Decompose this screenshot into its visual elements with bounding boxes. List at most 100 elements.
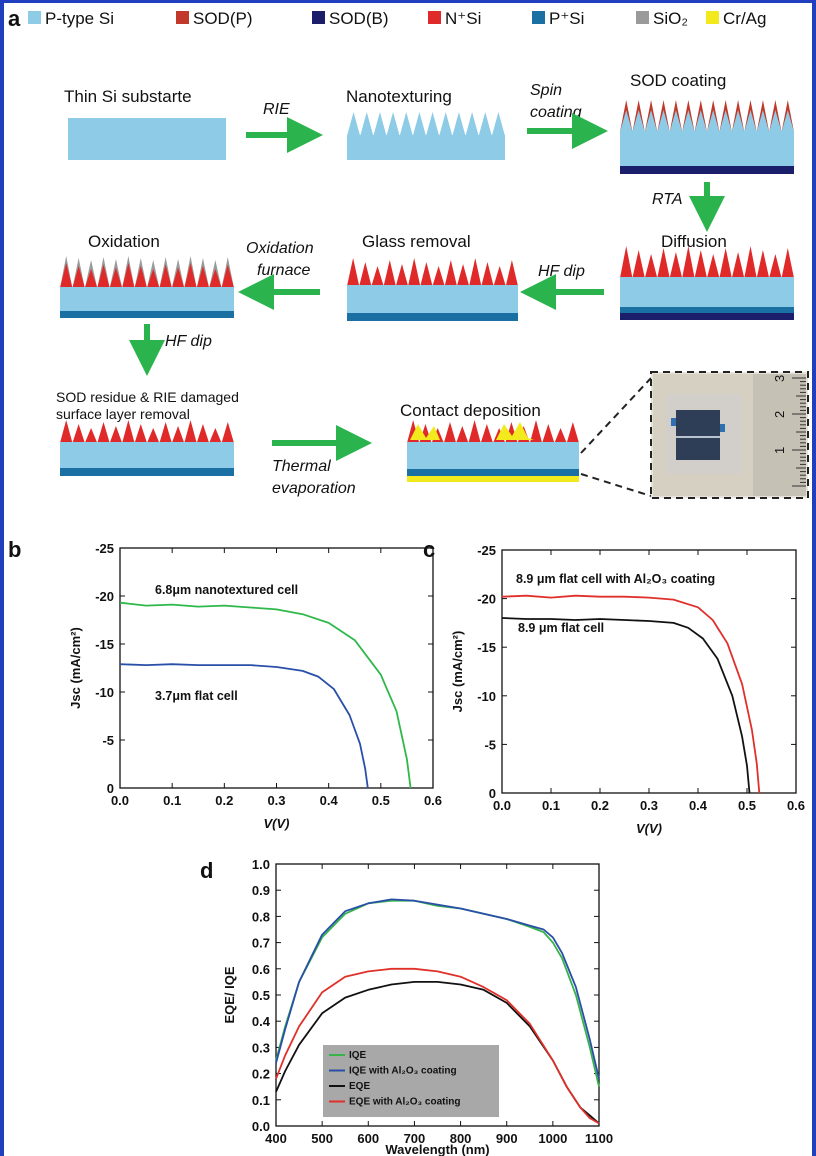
arrow-rie-label: RIE xyxy=(263,101,290,118)
x-tick-label: 0.3 xyxy=(267,793,285,808)
step-sod-residue-label-2: surface layer removal xyxy=(56,406,190,422)
y-tick-label: -25 xyxy=(477,543,496,558)
legend-a-label: Cr/Ag xyxy=(723,9,766,28)
step-sod-coating-label: SOD coating xyxy=(630,71,726,90)
step-sod-residue-label-1: SOD residue & RIE damaged xyxy=(56,389,239,405)
x-axis-label: V(V) xyxy=(636,821,662,836)
series-annotation: 3.7μm flat cell xyxy=(155,689,238,703)
y-tick-label: 0.8 xyxy=(252,909,270,924)
legend-a-swatch xyxy=(636,11,649,24)
y-tick-label: 0.1 xyxy=(252,1093,270,1108)
sod-coated-wafer xyxy=(620,100,794,174)
arrow-oxidation-label-1: Oxidation xyxy=(246,240,314,257)
x-tick-label: 500 xyxy=(311,1131,333,1146)
y-tick-label: 0.0 xyxy=(252,1119,270,1134)
x-tick-label: 0.0 xyxy=(111,793,129,808)
legend-d-box xyxy=(323,1045,499,1117)
legend-a-label: N⁺Si xyxy=(445,9,481,28)
y-tick-label: -25 xyxy=(95,541,114,556)
arrow-thermal-label-1: Thermal xyxy=(272,458,331,475)
series-annotation: 8.9 μm flat cell xyxy=(518,621,604,635)
arrow-thermal-label-2: evaporation xyxy=(272,480,356,497)
step-contact-deposition-label: Contact deposition xyxy=(400,401,541,420)
x-tick-label: 0.1 xyxy=(542,798,560,813)
arrow-spin-label-2: coating xyxy=(530,104,582,121)
y-tick-label: -20 xyxy=(95,589,114,604)
x-axis-label: Wavelength (nm) xyxy=(385,1142,489,1156)
legend-a-swatch xyxy=(532,11,545,24)
x-tick-label: 0.3 xyxy=(640,798,658,813)
y-tick-label: 0.2 xyxy=(252,1067,270,1082)
series-line xyxy=(275,898,600,1080)
legend-a-label: P⁺Si xyxy=(549,9,584,28)
y-tick-label: -5 xyxy=(484,737,496,752)
x-tick-label: 0.1 xyxy=(163,793,181,808)
legend-d-label: EQE with Al₂O₃ coating xyxy=(349,1097,460,1108)
panel-label-b: b xyxy=(8,537,21,562)
x-tick-label: 0.6 xyxy=(424,793,442,808)
nanotextured-wafer xyxy=(347,112,505,160)
legend-d-label: IQE with Al₂O₃ coating xyxy=(349,1066,457,1077)
series-line xyxy=(501,594,761,794)
arrow-hf-dip-down-label: HF dip xyxy=(165,333,212,350)
device-photo: 1 2 3 xyxy=(650,371,809,499)
x-tick-label: 600 xyxy=(357,1131,379,1146)
residue-removed-wafer xyxy=(60,420,234,476)
panel-label-c: c xyxy=(423,537,435,562)
y-tick-label: -15 xyxy=(95,637,114,652)
y-tick-label: 0.6 xyxy=(252,962,270,977)
y-tick-label: -5 xyxy=(102,733,114,748)
ruler-number: 2 xyxy=(772,411,787,418)
legend-a-swatch xyxy=(706,11,719,24)
contact-deposited-wafer xyxy=(407,420,579,482)
legend-a-swatch xyxy=(428,11,441,24)
legend-a-label: P-type Si xyxy=(45,9,114,28)
y-tick-label: 0.7 xyxy=(252,936,270,951)
arrow-oxidation-label-2: furnace xyxy=(257,262,310,279)
glass-removed-wafer xyxy=(347,258,518,321)
thin-si-wafer xyxy=(68,118,226,160)
x-tick-label: 1100 xyxy=(585,1131,613,1146)
legend-a-label: SOD(B) xyxy=(329,9,389,28)
x-axis-label: V(V) xyxy=(264,816,290,831)
ruler-number: 3 xyxy=(772,375,787,382)
y-tick-label: -15 xyxy=(477,640,496,655)
y-tick-label: 0.5 xyxy=(252,988,270,1003)
step-diffusion-label: Diffusion xyxy=(661,232,727,251)
ruler xyxy=(753,374,806,496)
y-tick-label: 0.9 xyxy=(252,883,270,898)
y-axis-label: Jsc (mA/cm²) xyxy=(450,631,465,713)
series-line xyxy=(119,601,412,789)
legend-a: P-type Si SOD(P) SOD(B) N⁺Si P⁺Si SiO₂ Cr/Ag xyxy=(28,9,766,28)
zoom-line-top xyxy=(580,377,652,454)
diffused-wafer xyxy=(620,246,794,320)
chart-d: 400 500 600 700 800 900 1000 1100 0.0 0.1 0.2 0.3 0.… xyxy=(222,857,613,1156)
x-tick-label: 0.0 xyxy=(493,798,511,813)
y-tick-label: 0.3 xyxy=(252,1040,270,1055)
step-glass-removal-label: Glass removal xyxy=(362,232,471,251)
step-nanotexturing-label: Nanotexturing xyxy=(346,87,452,106)
y-tick-label: -20 xyxy=(477,592,496,607)
x-tick-label: 0.5 xyxy=(372,793,390,808)
x-tick-label: 0.4 xyxy=(689,798,708,813)
y-tick-label: -10 xyxy=(95,685,114,700)
arrow-rta-label: RTA xyxy=(652,191,683,208)
chart-b: 0.0 0.1 0.2 0.3 0.4 0.5 0.6 0 -5 -10 -15 -20 -25 V(V)… xyxy=(68,541,442,831)
legend-a-swatch xyxy=(312,11,325,24)
legend-a-swatch xyxy=(28,11,41,24)
y-tick-label: 0.4 xyxy=(252,1014,271,1029)
x-tick-label: 1000 xyxy=(538,1131,567,1146)
x-tick-label: 0.2 xyxy=(215,793,233,808)
y-axis-label: Jsc (mA/cm²) xyxy=(68,627,83,709)
y-tick-label: -10 xyxy=(477,689,496,704)
y-tick-label: 1.0 xyxy=(252,857,270,872)
legend-a-swatch xyxy=(176,11,189,24)
y-tick-label: 0 xyxy=(489,786,496,801)
x-tick-label: 800 xyxy=(450,1131,472,1146)
x-tick-label: 0.2 xyxy=(591,798,609,813)
legend-a-label: SiO₂ xyxy=(653,9,688,28)
x-tick-label: 0.6 xyxy=(787,798,805,813)
zoom-line-bottom xyxy=(580,473,652,497)
